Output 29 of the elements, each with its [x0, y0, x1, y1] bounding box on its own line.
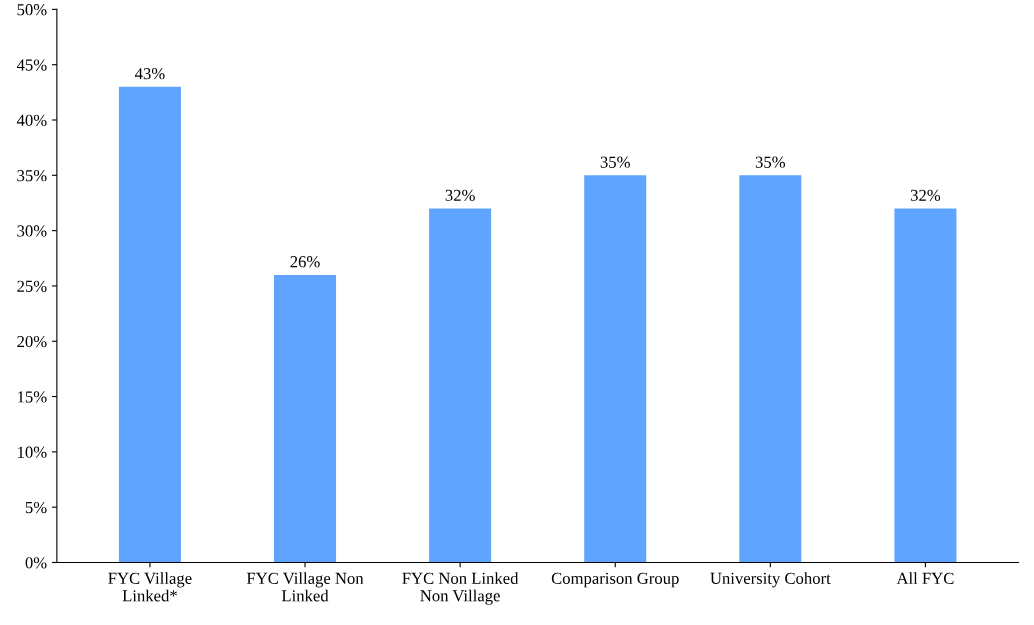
data-label: 32% [910, 189, 941, 201]
y-tick-label: 40% [16, 114, 47, 126]
y-tick-label: 0% [25, 557, 47, 569]
y-tick-label: 35% [17, 170, 47, 182]
bar [739, 175, 802, 563]
y-tick-label: 5% [25, 501, 47, 514]
y-tick-label: 30% [17, 225, 47, 237]
data-label: 32% [445, 189, 475, 201]
data-label: 35% [755, 156, 786, 168]
y-tick-label: 25% [17, 280, 47, 292]
data-label: 43% [134, 68, 165, 80]
bar [584, 175, 647, 563]
x-tick-label: All FYC [896, 572, 954, 584]
y-tick-label: 10% [18, 446, 47, 458]
y-tick-label: 20% [17, 335, 47, 348]
y-tick-label: 15% [18, 391, 47, 403]
x-tick-label: FYC Village Linked* [108, 572, 192, 602]
bar [274, 274, 337, 563]
y-tick-label: 45% [16, 59, 47, 71]
bar [894, 208, 957, 563]
data-label: 26% [290, 256, 320, 268]
x-tick-label: FYC Non Linked Non Village [402, 572, 519, 605]
x-tick-label: Comparison Group [551, 572, 679, 588]
bar [118, 86, 181, 563]
x-tick-label: FYC Village Non Linked [246, 572, 364, 602]
data-label: 35% [600, 156, 630, 168]
y-tick-label: 50% [17, 4, 47, 16]
bar [429, 208, 492, 563]
x-tick-label: University Cohort [710, 572, 831, 588]
